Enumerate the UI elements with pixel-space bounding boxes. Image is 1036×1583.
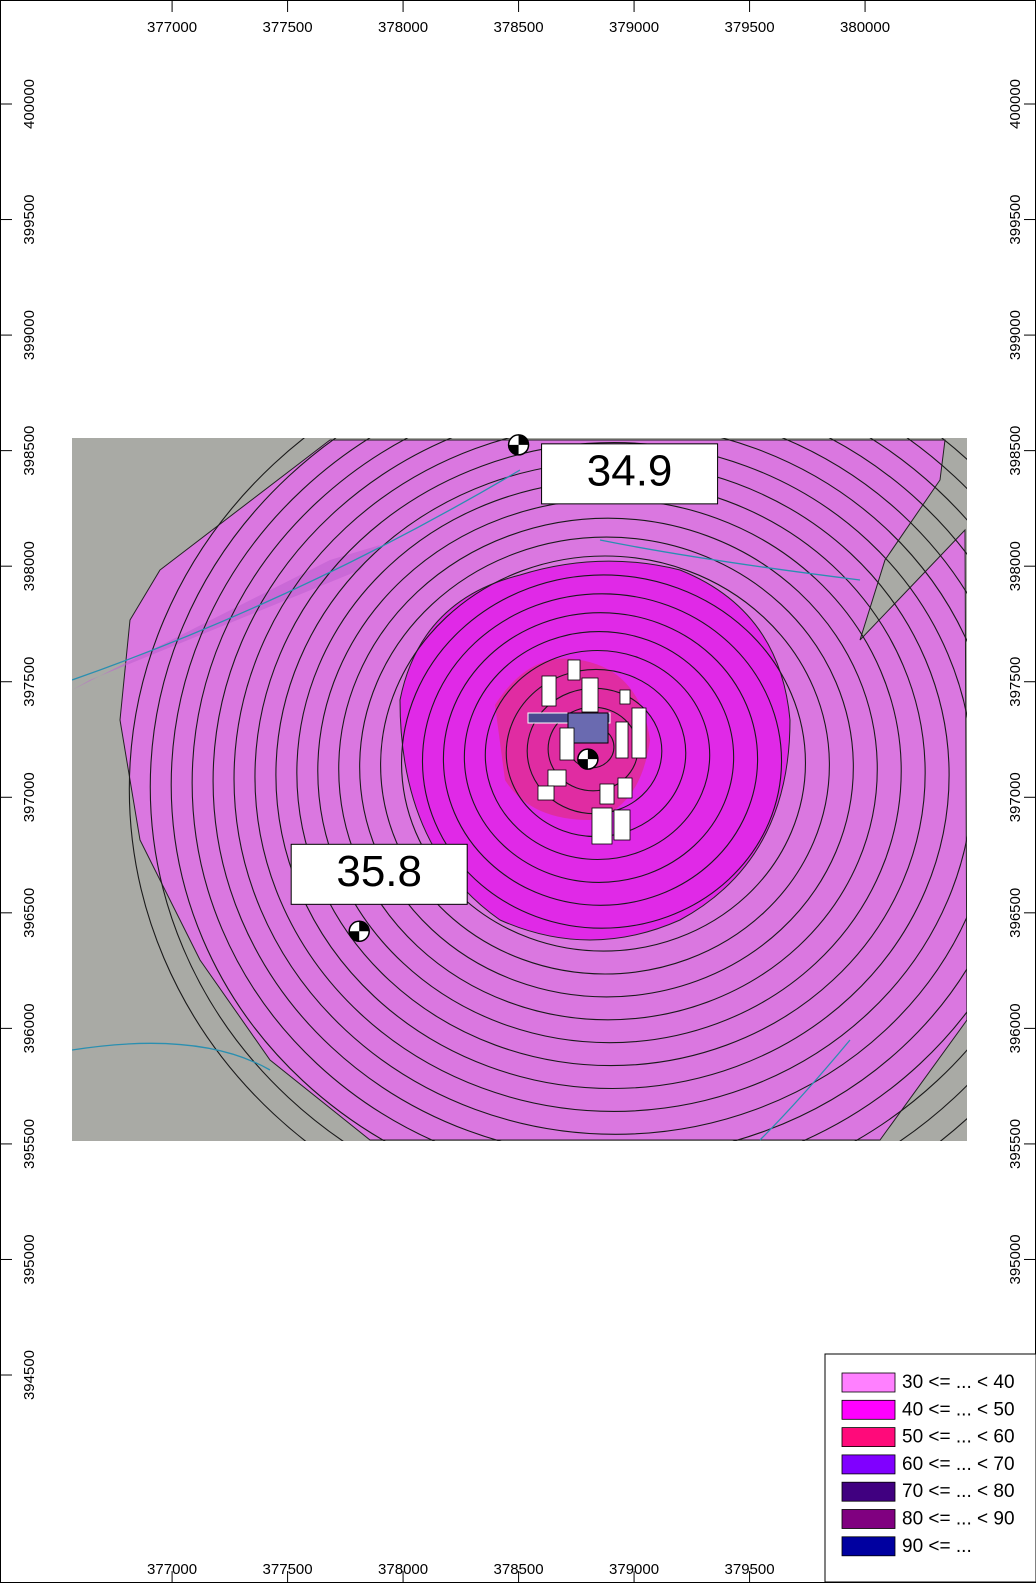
y-tick-label: 397500 [21, 657, 38, 707]
x-tick-label: 379500 [725, 1561, 775, 1578]
y-tick-label: 398500 [21, 426, 38, 476]
y-tick-label: 396500 [21, 888, 38, 938]
legend-swatch [842, 1510, 895, 1529]
y-tick-label: 398000 [1007, 541, 1024, 591]
y-tick-label: 396000 [21, 1003, 38, 1053]
x-tick-label: 379000 [609, 19, 659, 36]
y-tick-label: 397000 [21, 772, 38, 822]
x-tick-label: 380000 [840, 19, 890, 36]
receptor-label: 35.8 [336, 847, 422, 896]
legend-swatch [842, 1455, 895, 1474]
legend-label: 80 <= ... < 90 [902, 1509, 1015, 1530]
y-tick-label: 397000 [1007, 772, 1024, 822]
y-tick-label: 398000 [21, 541, 38, 591]
y-tick-label: 397500 [1007, 657, 1024, 707]
legend-label: 40 <= ... < 50 [902, 1399, 1015, 1420]
receptor [349, 921, 369, 941]
y-tick-label: 395500 [1007, 1119, 1024, 1169]
x-tick-label: 377500 [263, 1561, 313, 1578]
legend-label: 60 <= ... < 70 [902, 1454, 1015, 1475]
receptor-label: 34.9 [587, 446, 673, 495]
x-tick-label: 378500 [494, 1561, 544, 1578]
x-tick-label: 379500 [725, 19, 775, 36]
y-tick-label: 400000 [21, 79, 38, 129]
legend-label: 70 <= ... < 80 [902, 1481, 1015, 1502]
legend: 30 <= ... < 40 40 <= ... < 50 50 <= ... < … [825, 1354, 1036, 1582]
legend-label: 90 <= ... [902, 1536, 972, 1557]
legend-swatch [842, 1428, 895, 1447]
y-tick-label: 399500 [21, 195, 38, 245]
x-tick-label: 379000 [609, 1561, 659, 1578]
y-tick-label: 399000 [21, 310, 38, 360]
x-tick-label: 377500 [263, 19, 313, 36]
x-tick-label: 378500 [494, 19, 544, 36]
x-tick-label: 378000 [378, 19, 428, 36]
x-tick-label: 377000 [147, 19, 197, 36]
y-tick-label: 395000 [1007, 1234, 1024, 1284]
legend-label: 30 <= ... < 40 [902, 1372, 1015, 1393]
map: 377000 377500 378000 378500 379000 379500 3800… [0, 0, 1036, 1583]
legend-label: 50 <= ... < 60 [902, 1427, 1015, 1448]
y-tick-label: 396500 [1007, 888, 1024, 938]
legend-swatch [842, 1400, 895, 1419]
receptor [509, 435, 529, 455]
y-tick-label: 395000 [21, 1234, 38, 1284]
y-tick-label: 399500 [1007, 195, 1024, 245]
y-tick-label: 400000 [1007, 79, 1024, 129]
y-tick-label: 398500 [1007, 426, 1024, 476]
y-tick-label: 395500 [21, 1119, 38, 1169]
y-tick-label: 394500 [21, 1350, 38, 1400]
x-tick-label: 378000 [378, 1561, 428, 1578]
legend-swatch [842, 1537, 895, 1556]
y-tick-label: 399000 [1007, 310, 1024, 360]
legend-swatch [842, 1482, 895, 1501]
receptor [578, 749, 598, 769]
x-tick-label: 377000 [147, 1561, 197, 1578]
y-tick-label: 396000 [1007, 1003, 1024, 1053]
legend-swatch [842, 1373, 895, 1392]
